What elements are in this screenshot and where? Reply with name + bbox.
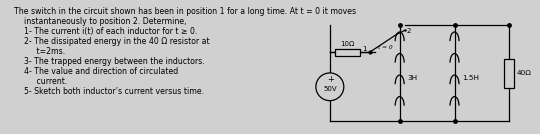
Text: 40Ω: 40Ω xyxy=(516,70,531,76)
Text: 1- The current i(t) of each inductor for t ≥ 0.: 1- The current i(t) of each inductor for… xyxy=(14,27,197,36)
Text: 3H: 3H xyxy=(408,75,418,81)
Text: 2- The dissipated energy in the 40 Ω resistor at: 2- The dissipated energy in the 40 Ω res… xyxy=(14,37,210,46)
Text: 50V: 50V xyxy=(323,86,336,92)
Text: 1: 1 xyxy=(362,46,367,52)
Text: instantaneously to position 2. Determine,: instantaneously to position 2. Determine… xyxy=(14,16,186,26)
Text: The switch in the circuit shown has been in position 1 for a long time. At t = 0: The switch in the circuit shown has been… xyxy=(14,7,356,16)
Text: 1.5H: 1.5H xyxy=(462,75,480,81)
Circle shape xyxy=(316,73,344,101)
Text: current.: current. xyxy=(14,77,67,86)
Text: 2: 2 xyxy=(407,28,411,34)
Text: t = 0: t = 0 xyxy=(378,45,393,50)
Text: +: + xyxy=(327,75,334,84)
Text: 4- The value and direction of circulated: 4- The value and direction of circulated xyxy=(14,67,178,76)
Text: t=2ms.: t=2ms. xyxy=(14,47,65,56)
FancyBboxPatch shape xyxy=(504,59,515,88)
FancyBboxPatch shape xyxy=(335,49,360,56)
Text: 3- The trapped energy between the inductors.: 3- The trapped energy between the induct… xyxy=(14,57,205,66)
Text: 5- Sketch both inductor’s current versus time.: 5- Sketch both inductor’s current versus… xyxy=(14,87,204,96)
Text: 10Ω: 10Ω xyxy=(340,41,354,47)
